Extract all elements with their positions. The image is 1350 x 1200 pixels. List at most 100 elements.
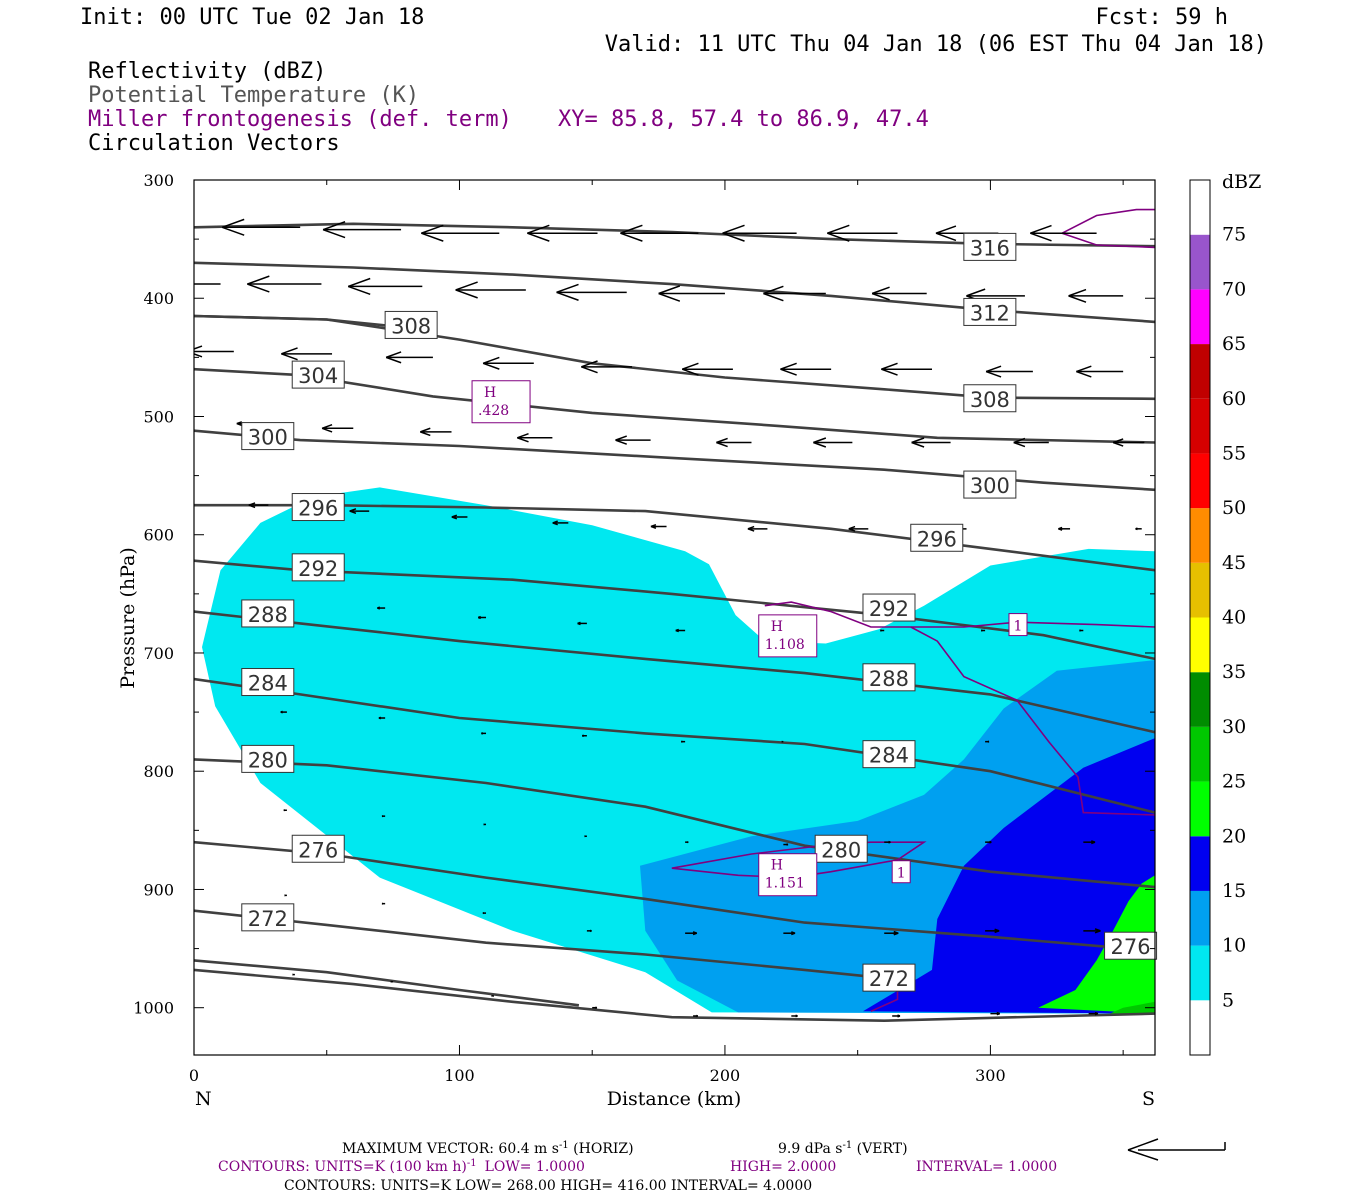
- valid-time: Valid: 11 UTC Thu 04 Jan 18 (06 EST Thu …: [605, 32, 1267, 57]
- svg-text:308: 308: [970, 388, 1010, 412]
- circulation-vector: [421, 224, 500, 242]
- theta-label-292: 292: [862, 593, 916, 622]
- reference-vector: [1127, 1138, 1226, 1161]
- circulation-vector: [985, 740, 990, 743]
- reflectivity-region-20dbz: [1038, 875, 1155, 1014]
- colorbar-swatch: [1190, 453, 1210, 509]
- circulation-vector: [592, 1006, 598, 1009]
- circulation-vector: [552, 520, 569, 526]
- y-tick-label: 1000: [133, 999, 174, 1018]
- fronto-contour-2: [1061, 232, 1155, 249]
- fronto-max-value: 1.151: [765, 876, 805, 892]
- circulation-vector: [658, 285, 725, 302]
- circulation-vector: [221, 218, 301, 236]
- colorbar-swatch: [1190, 836, 1210, 891]
- circulation-vector: [377, 606, 386, 610]
- colorbar-label: 45: [1222, 552, 1246, 574]
- colorbar-swatch: [1190, 617, 1210, 673]
- colorbar-label: 40: [1222, 607, 1246, 629]
- colorbar-swatch: [1190, 289, 1210, 345]
- field-frontogenesis: Miller frontogenesis (def. term): [88, 107, 512, 132]
- circulation-vector: [680, 740, 686, 743]
- theta-contour-300: [194, 429, 1155, 492]
- circulation-vector: [1088, 1011, 1099, 1016]
- theta-label-296: 296: [291, 493, 345, 522]
- theta-label-300: 300: [241, 422, 295, 451]
- circulation-vector: [911, 437, 951, 448]
- y-tick-label: 900: [143, 880, 174, 899]
- circulation-vector: [780, 362, 832, 376]
- svg-text:272: 272: [869, 967, 909, 991]
- circulation-vector: [482, 912, 487, 915]
- circulation-vector: [1068, 288, 1124, 303]
- x-left-label-n: N: [195, 1088, 212, 1110]
- fronto-contour-3: [764, 601, 1155, 628]
- svg-text:288: 288: [248, 603, 288, 627]
- fronto-contour-1: [1061, 208, 1155, 234]
- circulation-vector: [848, 525, 869, 532]
- circulation-vector: [813, 437, 853, 448]
- colorbar-swatch: [1190, 562, 1210, 618]
- circulation-vector: [763, 285, 826, 302]
- theta-label-272: 272: [862, 963, 916, 992]
- circulation-vector: [1079, 629, 1084, 632]
- circulation-vector: [881, 362, 933, 376]
- fronto-max-3: H 1.151: [758, 853, 818, 897]
- colorbar-label: 10: [1222, 935, 1246, 957]
- footer-contours-theta: CONTOURS: UNITS=K LOW= 268.00 HIGH= 416.…: [284, 1178, 812, 1194]
- circulation-vector: [491, 994, 494, 997]
- svg-text:1: 1: [897, 866, 906, 882]
- circulation-vector: [527, 224, 598, 242]
- x-tick-label: 300: [975, 1066, 1006, 1085]
- circulation-vector: [716, 437, 752, 448]
- axes: 300 400 500 600 700 800 900 1000 0 100 200 300: [133, 171, 1155, 1085]
- svg-text:316: 316: [970, 236, 1010, 260]
- circulation-vector: [990, 1011, 1001, 1016]
- circulation-vector: [615, 435, 651, 445]
- circulation-vector: [292, 973, 295, 976]
- plot-frame: [193, 179, 1156, 1056]
- contour-labels: 316 312 308 308 304 300 300 296 296 292 292 288 288 2…: [241, 232, 1158, 992]
- circulation-vector: [1013, 437, 1049, 448]
- colorbar-swatch: [1190, 890, 1210, 946]
- theta-label-316: 316: [963, 232, 1017, 261]
- circulation-vector: [451, 514, 468, 520]
- circulation-vector: [349, 508, 370, 515]
- circulation-vector: [827, 224, 898, 242]
- colorbar-label: 50: [1222, 497, 1246, 519]
- circulation-vector: [116, 219, 194, 235]
- colorbar-label: 30: [1222, 716, 1246, 738]
- colorbar-swatch: [1190, 945, 1210, 1001]
- field-reflectivity: Reflectivity (dBZ): [88, 59, 326, 84]
- theta-contour-280: [194, 758, 1155, 889]
- circulation-vector: [284, 894, 287, 897]
- circulation-vector: [482, 356, 534, 370]
- theta-label-272: 272: [241, 903, 295, 932]
- circulation-vector: [693, 1014, 699, 1018]
- theta-label-280: 280: [241, 744, 295, 773]
- circulation-vector: [1083, 840, 1096, 845]
- theta-label-308: 308: [384, 310, 438, 339]
- circulation-vector: [681, 362, 733, 376]
- colorbar-swatch: [1190, 781, 1210, 837]
- reflectivity-region-25dbz: [1109, 1001, 1155, 1014]
- circulation-vector: [747, 525, 768, 532]
- circulation-vector: [378, 716, 386, 720]
- circulation-vector: [884, 930, 899, 936]
- colorbar-swatch: [1190, 726, 1210, 782]
- colorbar: 5 10 15 20 25 30 35 40 45 50 55 60 65 70 75: [1189, 179, 1246, 1056]
- circulation-vectors: [116, 218, 1145, 1018]
- theta-label-292: 292: [291, 553, 345, 582]
- circulation-vector: [1083, 928, 1101, 934]
- circulation-vector: [248, 502, 269, 509]
- theta-contour-268: [194, 968, 1155, 1023]
- circulation-vector: [420, 427, 452, 437]
- svg-text:304: 304: [298, 364, 338, 388]
- theta-label-300: 300: [963, 470, 1017, 499]
- reflectivity-fill: [202, 487, 1155, 1014]
- circulation-vector: [481, 732, 487, 735]
- svg-text:308: 308: [391, 314, 431, 338]
- footer-contours-fronto-high: HIGH= 2.0000: [730, 1159, 836, 1175]
- x-right-label-s: S: [1142, 1088, 1155, 1110]
- x-axis-label: Distance (km): [607, 1088, 742, 1110]
